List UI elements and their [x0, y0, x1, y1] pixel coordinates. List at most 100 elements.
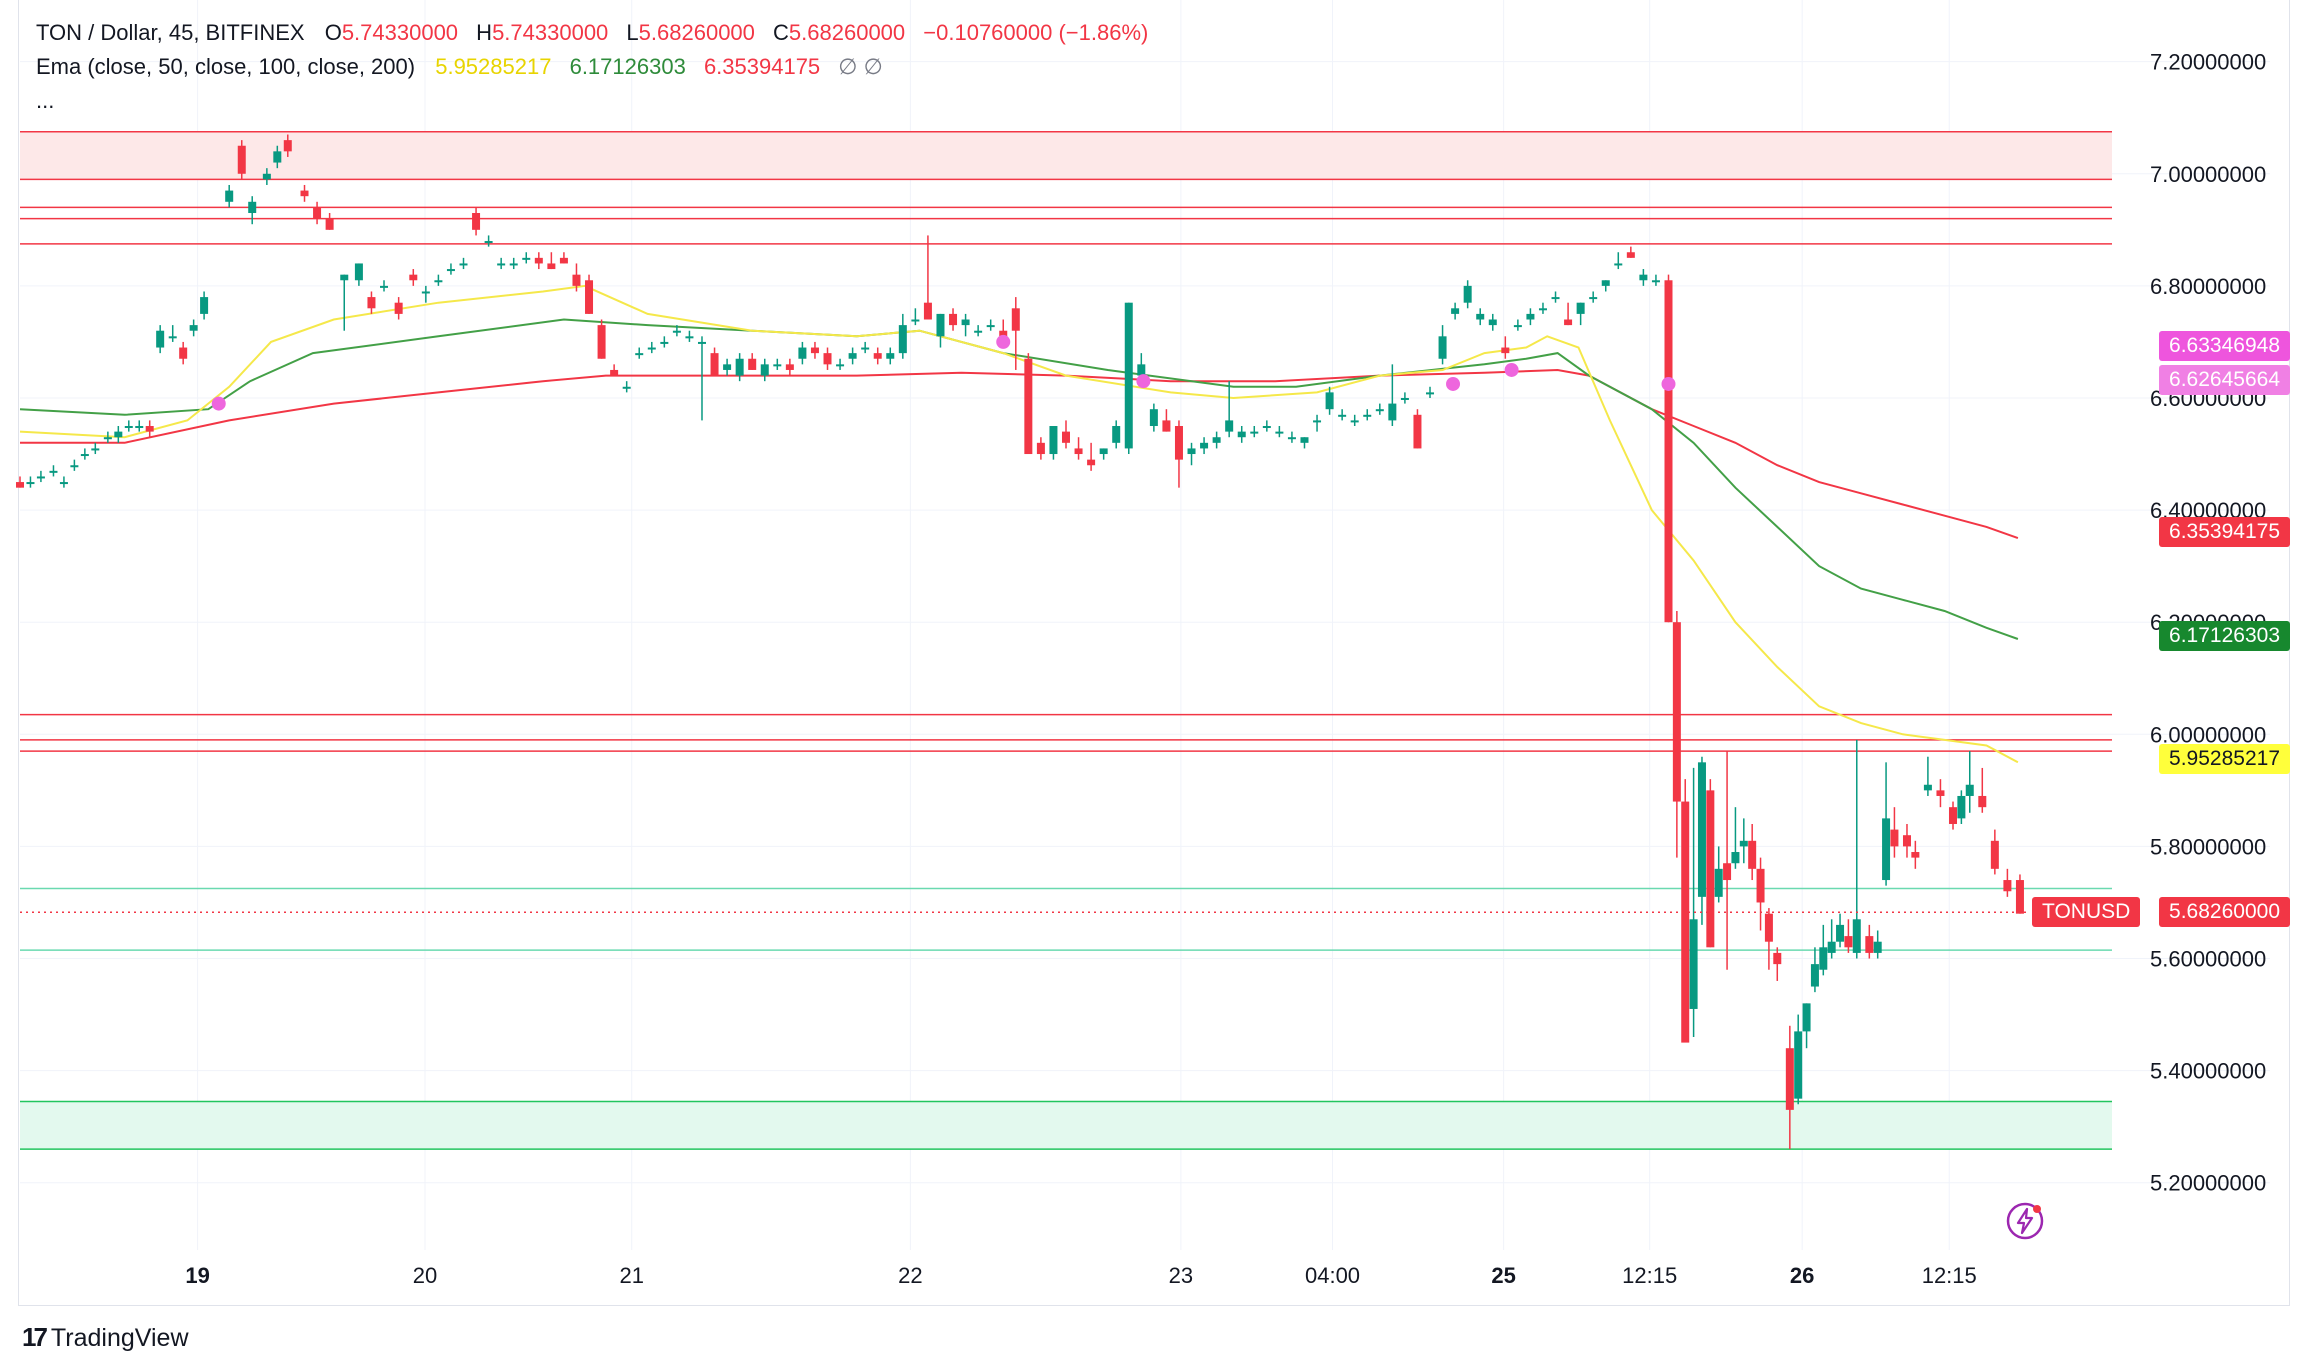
tradingview-logo[interactable]: 17 TradingView [22, 1322, 189, 1353]
candle-body [1890, 829, 1899, 847]
legend-open-key: O [324, 20, 342, 45]
legend-low-value: 5.68260000 [638, 20, 755, 45]
legend-ema-label[interactable]: Ema (close, 50, close, 100, close, 200) [36, 54, 416, 79]
candle-body [1965, 784, 1974, 796]
candle-body [1639, 274, 1648, 281]
candle-body [1325, 392, 1334, 410]
legend-open-value: 5.74330000 [341, 20, 459, 45]
candle-body [1739, 840, 1748, 847]
candle-body [114, 431, 123, 438]
legend-high-value: 5.74330000 [492, 20, 609, 45]
candle-body [534, 257, 543, 264]
candle-body [585, 280, 594, 314]
candle-body [785, 364, 794, 370]
candle-body [1651, 280, 1660, 283]
candle-body [1844, 936, 1853, 948]
tradingview-name: TradingView [50, 1324, 189, 1352]
candle-body [836, 364, 845, 367]
candle-body [135, 426, 144, 429]
candle-body [409, 274, 418, 281]
candle-body [861, 347, 870, 350]
candle-body [446, 269, 455, 272]
candle-body [547, 263, 556, 270]
candle-body [999, 330, 1008, 337]
candle-body [1664, 280, 1673, 623]
candle-body [923, 302, 932, 320]
candle-body [1764, 913, 1773, 942]
candle-body [1162, 420, 1171, 432]
lightning-icon[interactable] [2006, 1202, 2044, 1240]
candle-body [1589, 297, 1598, 300]
crossover-marker [1446, 376, 1461, 391]
candle-body [367, 297, 376, 309]
candle-body [936, 313, 945, 337]
candle-body [283, 140, 292, 152]
candle-body [1363, 414, 1372, 417]
candle-body [1187, 448, 1196, 455]
candle-body [1526, 313, 1535, 320]
candle-body [1538, 308, 1547, 311]
candle-body [36, 476, 45, 479]
legend-ema50-value: 5.95285217 [435, 54, 552, 79]
x-tick-label: 12:15 [1622, 1263, 1677, 1288]
candle-body [1773, 952, 1782, 965]
candle-body [685, 336, 694, 339]
candle-body [974, 330, 983, 333]
legend-more-button[interactable]: ... [36, 88, 55, 113]
candle-body [710, 353, 719, 376]
price-label-ema200: 6.35394175 [2159, 517, 2290, 547]
x-tick-label: 04:00 [1305, 1263, 1360, 1288]
candle-body [873, 353, 882, 359]
candle-body [300, 190, 309, 197]
candle-body [1626, 252, 1635, 258]
candle-body [1723, 863, 1732, 881]
candle-body [1748, 840, 1757, 869]
candle-body [1300, 437, 1309, 443]
candle-body [1802, 1003, 1811, 1032]
y-tick-label: 5.20000000 [2150, 1171, 2266, 1196]
candle-body [26, 482, 35, 485]
candle-body [1551, 297, 1560, 300]
candle-body [262, 173, 271, 180]
candle-body [1287, 437, 1296, 440]
candle-body [459, 263, 468, 266]
y-tick-label: 6.00000000 [2150, 722, 2266, 747]
candle-body [156, 330, 165, 348]
candle-body [472, 213, 481, 230]
candle-body [1237, 431, 1246, 438]
candle-body [1024, 358, 1033, 455]
y-tick-label: 7.00000000 [2150, 162, 2266, 187]
legend-symbol[interactable]: TON / Dollar, 45, BITFINEX [36, 20, 305, 45]
candle-body [200, 297, 209, 314]
crossover-marker [1661, 376, 1676, 391]
candle-body [1338, 414, 1347, 417]
tradingview-mark-icon: 17 [22, 1322, 48, 1352]
candle-body [735, 358, 744, 376]
candle-body [1614, 263, 1623, 266]
candle-body [1149, 409, 1158, 427]
candle-body [1714, 868, 1723, 897]
candle-body [1350, 420, 1359, 423]
ema200-line [20, 368, 2019, 540]
price-label-signal-a: 6.63346948 [2159, 331, 2290, 361]
candle-body [1438, 336, 1447, 359]
candle-body [168, 336, 177, 339]
candle-body [1882, 818, 1891, 881]
price-label-ema50: 5.95285217 [2159, 744, 2290, 774]
candle-body [434, 280, 443, 283]
candle-body [1902, 835, 1911, 847]
candle-body [1810, 964, 1819, 987]
candle-body [49, 470, 58, 473]
candle-body [1957, 795, 1966, 819]
candle-body [124, 426, 133, 429]
y-tick-label: 5.60000000 [2150, 947, 2266, 972]
candle-body [103, 437, 112, 440]
candle-body [647, 347, 656, 350]
candle-body [1936, 790, 1945, 796]
candle-body [1011, 308, 1020, 331]
candle-body [179, 347, 188, 359]
price-zone [20, 1101, 2112, 1150]
y-tick-label: 7.20000000 [2150, 50, 2266, 75]
candle-body [497, 263, 506, 266]
